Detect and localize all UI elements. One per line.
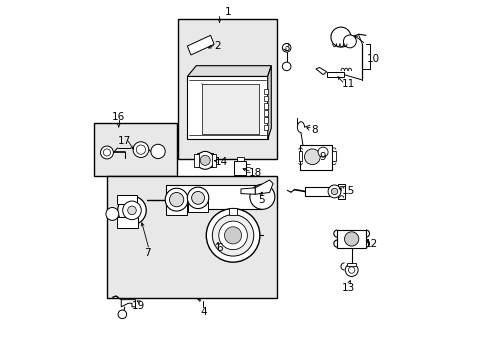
Text: 18: 18: [248, 168, 261, 178]
Circle shape: [191, 192, 204, 204]
Bar: [194, 154, 198, 167]
Circle shape: [165, 188, 188, 211]
Bar: [337, 184, 345, 199]
Bar: [264, 89, 268, 94]
Text: 12: 12: [364, 239, 377, 249]
Circle shape: [218, 221, 247, 249]
Circle shape: [327, 185, 340, 198]
Circle shape: [101, 146, 113, 159]
Circle shape: [196, 152, 214, 169]
Text: 4: 4: [200, 307, 206, 317]
Polygon shape: [315, 67, 326, 75]
Polygon shape: [187, 66, 271, 76]
Text: 19: 19: [131, 301, 145, 311]
Polygon shape: [187, 35, 214, 55]
Bar: [237, 157, 244, 161]
Bar: [188, 198, 207, 212]
Bar: [305, 187, 331, 196]
Text: 7: 7: [144, 248, 150, 258]
Bar: [346, 263, 355, 266]
Circle shape: [103, 149, 110, 156]
Text: 3: 3: [283, 43, 289, 53]
Circle shape: [106, 207, 119, 220]
Circle shape: [304, 149, 320, 165]
Circle shape: [122, 201, 141, 220]
Circle shape: [282, 44, 290, 52]
Circle shape: [249, 184, 274, 209]
Bar: [178, 19, 276, 158]
Circle shape: [345, 264, 357, 276]
Text: 9: 9: [319, 152, 325, 162]
Circle shape: [118, 196, 146, 225]
Circle shape: [343, 35, 356, 48]
Bar: [326, 72, 343, 77]
Bar: [264, 103, 268, 109]
Bar: [117, 195, 136, 204]
Polygon shape: [201, 84, 258, 134]
Circle shape: [187, 187, 208, 208]
Text: 15: 15: [341, 186, 354, 197]
Polygon shape: [187, 76, 267, 139]
Circle shape: [118, 310, 126, 319]
Circle shape: [317, 147, 327, 157]
Bar: [264, 111, 268, 116]
Bar: [165, 185, 262, 208]
Text: 13: 13: [341, 283, 354, 293]
Text: 10: 10: [366, 54, 379, 64]
Circle shape: [212, 215, 253, 256]
Circle shape: [206, 208, 259, 262]
Bar: [299, 145, 331, 170]
Circle shape: [224, 227, 241, 244]
Circle shape: [344, 232, 358, 246]
Text: 14: 14: [214, 157, 227, 167]
Bar: [264, 117, 268, 123]
Text: 8: 8: [310, 125, 317, 135]
Polygon shape: [241, 188, 255, 194]
Circle shape: [331, 188, 337, 195]
Circle shape: [169, 193, 183, 207]
Circle shape: [127, 206, 136, 215]
Bar: [264, 96, 268, 102]
Circle shape: [136, 145, 145, 154]
Bar: [117, 217, 138, 228]
Text: 5: 5: [258, 195, 264, 204]
Circle shape: [151, 144, 165, 158]
Text: 11: 11: [341, 78, 354, 89]
Text: 1: 1: [224, 7, 231, 17]
Bar: [165, 200, 187, 215]
Polygon shape: [255, 180, 272, 194]
Circle shape: [133, 142, 148, 157]
Text: 17: 17: [118, 136, 131, 146]
Bar: [94, 123, 176, 176]
Polygon shape: [337, 230, 365, 248]
Text: 6: 6: [216, 243, 223, 253]
Bar: [229, 208, 237, 215]
Bar: [197, 153, 213, 167]
Bar: [332, 151, 335, 161]
Polygon shape: [267, 66, 271, 139]
Bar: [107, 176, 276, 298]
Text: 16: 16: [112, 112, 125, 122]
Polygon shape: [121, 300, 135, 307]
Circle shape: [282, 62, 290, 71]
Bar: [234, 161, 245, 175]
Circle shape: [330, 27, 350, 47]
Text: 2: 2: [214, 41, 221, 51]
Circle shape: [200, 156, 210, 165]
Bar: [264, 125, 268, 130]
Circle shape: [348, 267, 354, 273]
Bar: [298, 151, 302, 161]
Bar: [211, 154, 216, 167]
